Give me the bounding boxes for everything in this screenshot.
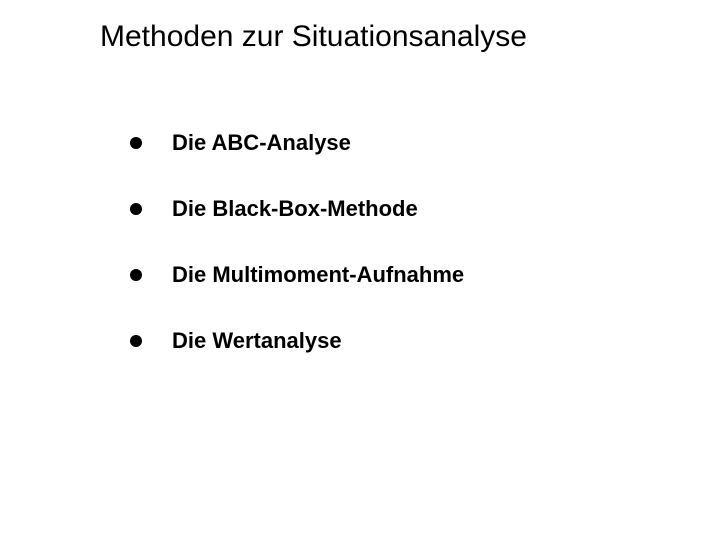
list-item: Die Black-Box-Methode — [130, 196, 464, 222]
list-item: Die Wertanalyse — [130, 328, 464, 354]
bullet-icon — [130, 269, 142, 281]
bullet-icon — [130, 335, 142, 347]
bullet-icon — [130, 137, 142, 149]
list-item-label: Die ABC-Analyse — [172, 130, 351, 156]
slide-title: Methoden zur Situationsanalyse — [100, 20, 527, 54]
list-item-label: Die Black-Box-Methode — [172, 196, 418, 222]
list-item: Die Multimoment-Aufnahme — [130, 262, 464, 288]
list-item-label: Die Wertanalyse — [172, 328, 342, 354]
list-item-label: Die Multimoment-Aufnahme — [172, 262, 464, 288]
bullet-icon — [130, 203, 142, 215]
list-item: Die ABC-Analyse — [130, 130, 464, 156]
methods-list: Die ABC-Analyse Die Black-Box-Methode Di… — [130, 130, 464, 394]
